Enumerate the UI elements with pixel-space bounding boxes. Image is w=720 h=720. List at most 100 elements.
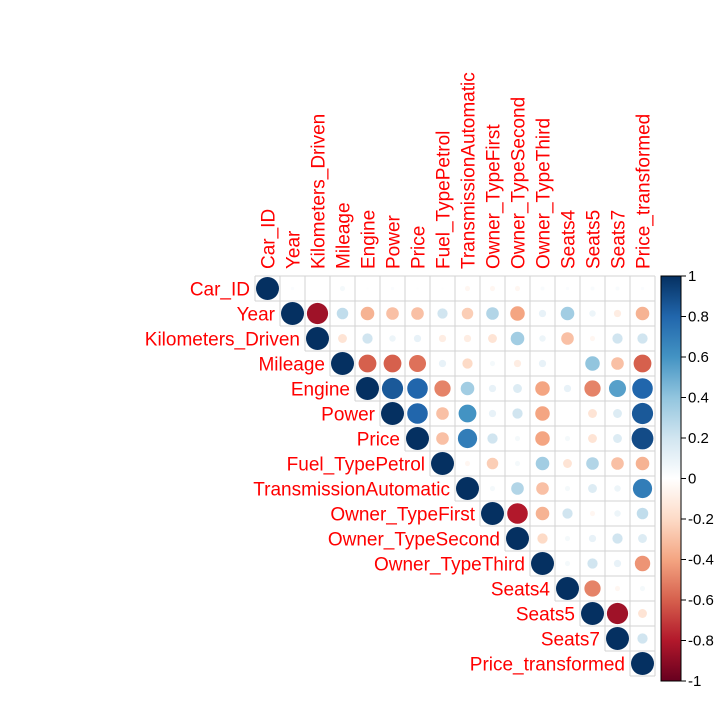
column-label: Owner_TypeSecond [509,97,530,269]
corr-circle [589,335,596,342]
column-label: Fuel_TypePetrol [434,131,455,269]
corr-circle [636,507,649,520]
color-bar-tick-label: 0.8 [688,309,709,326]
corr-circle [581,602,604,625]
grid-layer [254,275,656,677]
corr-circle [589,510,596,517]
corr-circle [613,409,622,418]
cells-layer [256,277,654,675]
corr-circle [535,406,550,421]
column-label: Seats7 [609,210,630,269]
row-label: Power [321,405,376,426]
color-bar-tick-label: 1 [688,268,696,285]
corr-circle [488,384,497,393]
corr-circle [584,380,601,397]
corr-circle [565,286,570,291]
corr-circle [538,359,547,368]
corr-circle [612,533,623,544]
corr-circle [588,434,597,443]
corr-circle [635,306,650,321]
corr-circle [464,460,471,467]
corr-circle [362,333,373,344]
row-label: Owner_TypeSecond [328,530,500,551]
color-bar-tick-label: 0 [688,471,696,488]
row-label: Engine [291,380,350,401]
corr-circle [338,334,347,343]
corr-circle [611,457,624,470]
corr-circle [640,286,645,291]
corr-circle [540,286,545,291]
column-label: Car_ID [259,209,280,269]
row-label: Owner_TypeThird [374,555,525,576]
corr-circle [639,585,646,592]
corr-circle [586,457,599,470]
column-label: Kilometers_Driven [309,114,330,269]
corr-circle [535,431,550,446]
color-bar-tick-label: 0.2 [688,430,709,447]
corr-circle [489,360,496,367]
corr-circle [512,408,523,419]
column-label: Seats4 [559,209,580,269]
row-label: Seats5 [516,605,575,626]
corr-circle [457,428,478,449]
corr-circle [437,308,448,319]
corr-circle [564,485,571,492]
corr-circle [407,378,428,399]
corr-circle [614,585,621,592]
column-label: Owner_TypeThird [534,118,555,269]
corr-circle [513,384,522,393]
corr-circle [606,602,629,625]
corr-circle [564,435,571,442]
corr-circle [614,485,621,492]
corr-circle [331,352,354,375]
corr-circle [366,287,369,290]
corr-circle [564,560,571,567]
column-label: Price_transformed [634,114,655,269]
corr-circle [514,435,521,442]
row-label: Owner_TypeFirst [330,505,475,526]
corr-circle [510,331,525,346]
corr-circle [434,380,451,397]
corr-circle [588,484,597,493]
corr-circle [281,302,304,325]
color-bar-tick-label: -0.6 [688,592,714,609]
corr-circle [563,459,572,468]
row-label: Kilometers_Driven [145,330,300,351]
corr-circle [438,359,447,368]
corr-circle [613,434,622,443]
corr-circle [535,381,550,396]
corr-circle [506,527,529,550]
corr-circle [635,456,650,471]
corr-circle [306,302,329,325]
corr-circle [489,285,496,292]
corr-circle [589,310,596,317]
corr-circle [539,335,546,342]
corr-circle [386,307,399,320]
row-label: Fuel_TypePetrol [287,455,425,476]
corr-circle [336,307,349,320]
corr-circle [511,482,524,495]
corr-circle [481,502,504,525]
corr-circle [638,609,647,618]
row-label: Car_ID [190,280,250,301]
color-bar-tick-label: -1 [688,673,701,690]
corr-circle [560,306,575,321]
corr-circle [488,409,497,418]
corr-circle [588,534,597,543]
corr-circle [408,354,427,373]
corr-circle [381,402,404,425]
color-bar-tick-label: 0.6 [688,349,709,366]
corr-circle [358,354,377,373]
corr-circle [411,307,424,320]
row-label: Price [357,430,400,451]
corr-circle [407,403,428,424]
row-labels: Car_ID Year Kilometers_Driven Mileage Engine… [145,280,625,676]
corr-circle [556,577,579,600]
corr-circle [256,277,279,300]
column-labels: Car_ID Year Kilometers_Driven Mileage Engine… [259,72,655,269]
column-label: Year [284,230,305,269]
corr-circle [460,381,475,396]
corr-circle [462,358,473,369]
corr-circle [486,457,499,470]
corr-circle [458,404,477,423]
